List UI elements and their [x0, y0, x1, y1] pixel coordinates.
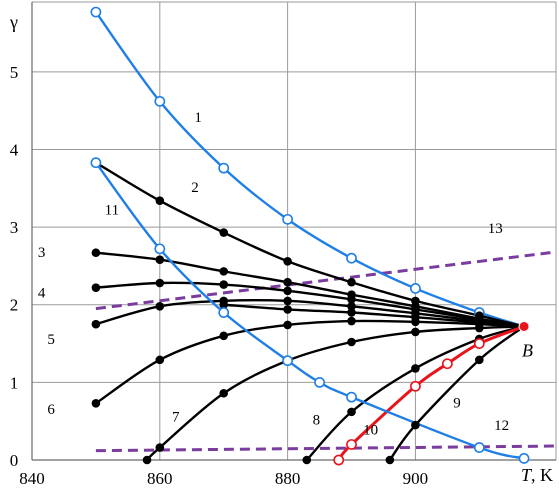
curve-2-point [155, 196, 165, 206]
curve-10-point [473, 338, 485, 349]
curve-1-point [90, 6, 102, 18]
curve-unlabeled-5-point [347, 308, 356, 317]
curve-3-point [283, 277, 292, 287]
curve-2-point [347, 277, 356, 287]
grid [31, 1, 557, 461]
curve-11-point [518, 453, 530, 464]
curve-10-point [333, 454, 345, 466]
curve-11-point [314, 376, 325, 388]
x-axis-label-variable: T [521, 465, 533, 485]
curve-label-3: 3 [38, 245, 46, 261]
y-tick-label: 0 [10, 451, 19, 470]
dashed-line-12 [95, 444, 557, 453]
dashed-line-13 [95, 250, 557, 311]
curve-6-point [91, 399, 101, 408]
curve-8-point [411, 364, 420, 373]
curve-8-point [302, 455, 312, 465]
curve-2-point [219, 228, 229, 237]
curve-3-point [219, 267, 229, 276]
curve-6-point [155, 355, 165, 365]
y-tick-label: 5 [10, 63, 19, 82]
curve-1-point [410, 283, 421, 294]
curve-5-point [155, 301, 165, 311]
curve-2-point [283, 256, 292, 266]
curve-7-point [347, 337, 356, 347]
x-tick-label: 900 [403, 469, 429, 488]
curve-1-point [282, 213, 294, 225]
curve-5-point [91, 319, 101, 329]
curve-6-point [219, 331, 229, 341]
curve-6-point [411, 317, 420, 327]
curve-11-point [154, 243, 166, 255]
y-tick-label: 2 [10, 296, 19, 315]
curve-5-point [347, 301, 356, 311]
curve-6-point [283, 320, 292, 330]
tick-labels: 840 860 880 900 0 1 2 3 4 5 [10, 63, 428, 488]
curve-7-point [475, 323, 484, 333]
curve-3-point [91, 248, 101, 258]
curve-9 [388, 325, 525, 461]
curve-1-point [346, 252, 357, 264]
markers [90, 6, 530, 466]
y-tick-label: 1 [10, 373, 19, 392]
curve-label-8: 8 [313, 413, 321, 429]
curve-11-point [473, 442, 485, 453]
curve-7-point [155, 443, 165, 452]
curve-4-point [347, 295, 356, 304]
curve-7-point [411, 327, 420, 337]
curve-7 [146, 325, 525, 461]
curve-4-point [155, 278, 165, 288]
curve-11-point [90, 157, 102, 169]
x-axis-label-unit: , K [531, 465, 553, 485]
curve-10-point [410, 380, 421, 392]
curve-5-point [283, 296, 292, 306]
curve-10-point [346, 439, 357, 450]
curve-2 [95, 161, 525, 328]
curve-4-point [283, 286, 292, 296]
curve-4-point [219, 280, 229, 289]
x-tick-label: 880 [275, 469, 301, 488]
curve-label-4: 4 [38, 285, 46, 301]
curve-1-point [218, 162, 230, 174]
curve-label-7: 7 [172, 410, 180, 426]
x-tick-label: 860 [147, 469, 173, 488]
curve-11-point [282, 355, 294, 367]
curve-7-point [142, 455, 152, 465]
curve-unlabeled-5-point [219, 300, 229, 310]
y-tick-label: 4 [10, 140, 19, 159]
curve-label-13: 13 [488, 221, 503, 237]
curve-6-point [347, 316, 356, 326]
curve-7-point [219, 388, 229, 398]
y-axis-label: γ [9, 12, 18, 32]
curve-label-12: 12 [494, 418, 509, 434]
curve-11-point [218, 307, 230, 318]
y-tick-label: 3 [10, 218, 19, 237]
curve-9-point [385, 455, 395, 465]
curve-1-point [154, 95, 166, 107]
curve-11-point [346, 391, 357, 403]
curve-label-2: 2 [191, 180, 199, 196]
curve-3-point [155, 255, 165, 265]
curve-label-1: 1 [194, 110, 202, 126]
curve-unlabeled-5-point [283, 305, 292, 314]
curve-4-point [91, 283, 101, 292]
curve-9-point [411, 420, 420, 430]
curve-9-point [475, 355, 484, 365]
point-label-b: B [522, 340, 533, 360]
dashed-lines [95, 250, 557, 453]
curve-8-point [347, 407, 356, 417]
x-axis-label: T, K [521, 465, 553, 485]
curve-label-10: 10 [363, 423, 378, 439]
curve-label-9: 9 [453, 396, 461, 412]
point-b-marker [518, 320, 530, 332]
curve-label-11: 11 [105, 202, 119, 218]
x-tick-label: 840 [19, 469, 45, 488]
curve-label-6: 6 [47, 402, 55, 418]
curve-label-5: 5 [47, 332, 55, 348]
curve-10-point [441, 358, 453, 370]
